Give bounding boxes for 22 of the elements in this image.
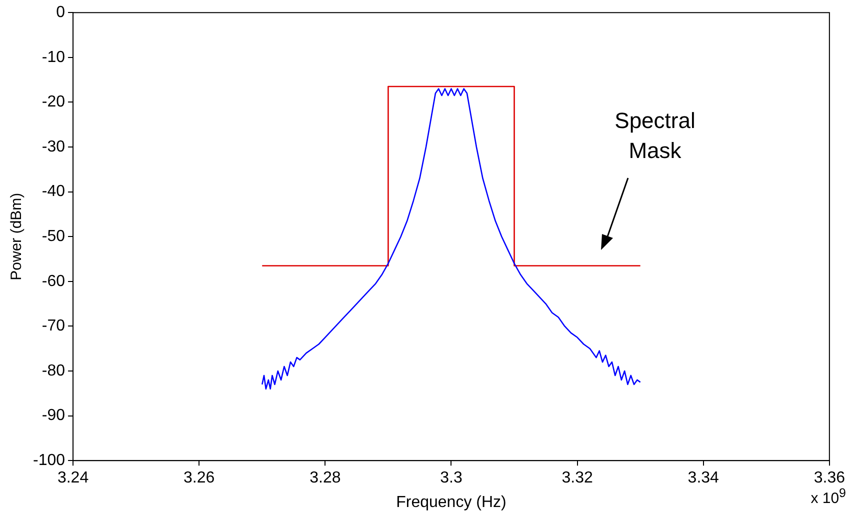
y-tick-label: -50 — [42, 228, 66, 246]
y-tick-label: -40 — [42, 183, 66, 200]
x-tick-label: 3.26 — [184, 470, 215, 487]
y-tick-label: -70 — [42, 318, 66, 335]
x-tick-label: 3.34 — [688, 470, 720, 487]
text: x 10$^{9}$ — [810, 486, 846, 507]
x-tick-label: 3.28 — [310, 470, 341, 487]
y-tick-label: -100 — [32, 452, 66, 470]
y-tick-label: 0 — [56, 4, 66, 22]
y-tick-label: -60 — [42, 272, 66, 290]
y-tick-label: -90 — [42, 407, 66, 424]
x-tick-label: 3.36 — [814, 470, 846, 487]
x-tick-label: 3.24 — [57, 470, 89, 487]
x-axis-title: Frequency (Hz) — [396, 494, 506, 511]
annotation: Spectral Mask — [614, 107, 696, 165]
y-axis-title: Power (dBm) — [8, 192, 26, 280]
y-tick-label: -20 — [42, 94, 66, 111]
y-tick-label: -10 — [42, 48, 66, 66]
x-tick-label: 3.3 — [440, 470, 462, 487]
y-tick-label: -30 — [42, 138, 66, 156]
y-tick-label: -80 — [42, 362, 66, 380]
x-tick-label: 3.32 — [562, 470, 593, 487]
